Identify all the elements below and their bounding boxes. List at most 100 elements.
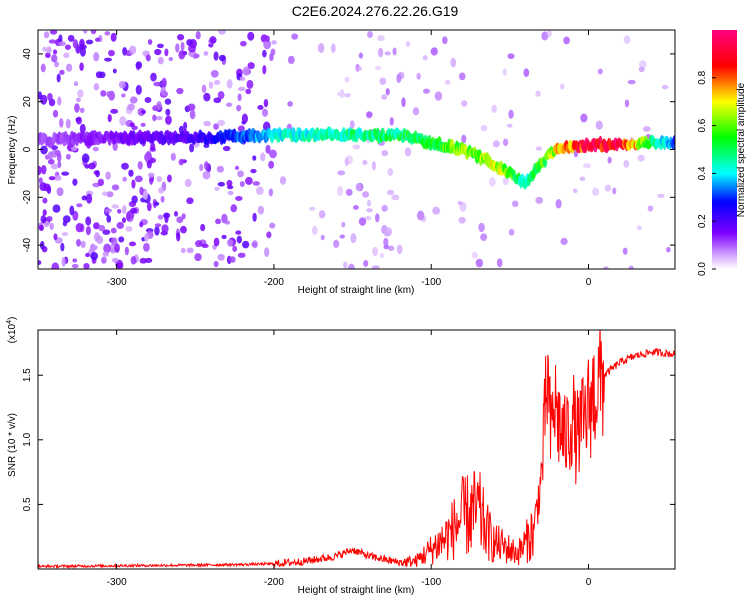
spectrogram-x-label: Height of straight line (km) — [298, 285, 415, 296]
noise-speckle — [193, 53, 200, 59]
noise-speckle — [235, 195, 243, 201]
noise-speckle — [204, 161, 209, 171]
noise-speckle — [186, 39, 193, 47]
noise-speckle — [381, 204, 388, 212]
noise-speckle — [93, 83, 100, 91]
noise-speckle — [416, 210, 425, 221]
noise-speckle — [547, 30, 552, 38]
noise-speckle — [217, 119, 226, 127]
colorbar-tick-label: 0.0 — [697, 262, 708, 276]
noise-speckle — [110, 32, 117, 42]
noise-speckle — [337, 170, 346, 176]
noise-speckle — [130, 256, 137, 265]
noise-speckle — [194, 253, 202, 262]
noise-speckle — [165, 108, 171, 116]
noise-speckle — [555, 198, 562, 209]
snr-scale-prefix: (x10 — [7, 323, 18, 343]
noise-speckle — [188, 44, 196, 53]
noise-speckle — [107, 113, 112, 123]
noise-speckle — [358, 217, 367, 226]
noise-speckle — [186, 247, 194, 254]
noise-speckle — [157, 214, 164, 220]
noise-speckle — [38, 260, 42, 265]
noise-speckle — [125, 225, 133, 232]
noise-speckle — [287, 101, 293, 107]
noise-speckle — [154, 223, 162, 228]
noise-speckle — [175, 43, 180, 53]
noise-speckle — [268, 188, 274, 197]
noise-speckle — [213, 80, 221, 85]
noise-speckle — [56, 187, 64, 197]
noise-speckle — [38, 177, 43, 185]
noise-speckle — [110, 108, 119, 114]
noise-speckle — [161, 224, 169, 233]
noise-speckle — [213, 123, 219, 130]
noise-speckle — [252, 155, 257, 161]
noise-speckle — [434, 91, 443, 101]
noise-speckle — [156, 43, 164, 49]
noise-speckle — [458, 72, 466, 81]
noise-speckle — [52, 49, 58, 55]
noise-speckle — [104, 57, 112, 62]
noise-speckle — [168, 57, 173, 62]
noise-speckle — [58, 34, 63, 44]
noise-speckle — [480, 233, 488, 242]
noise-speckle — [386, 189, 395, 196]
noise-speckle — [239, 76, 246, 81]
noise-speckle — [180, 247, 186, 254]
noise-speckle — [560, 237, 568, 245]
noise-speckle — [404, 147, 412, 157]
noise-speckle — [161, 77, 167, 88]
noise-speckle — [38, 91, 43, 100]
noise-speckle — [160, 195, 165, 203]
noise-speckle — [103, 243, 111, 254]
noise-speckle — [270, 48, 276, 56]
noise-speckle — [308, 206, 316, 211]
chart-title: C2E6.2024.276.22.26.G19 — [291, 3, 459, 19]
noise-speckle — [162, 91, 169, 97]
noise-speckle — [43, 31, 50, 39]
colorbar-tick-label: 0.6 — [697, 118, 708, 132]
noise-speckle — [364, 215, 372, 221]
noise-speckle — [170, 152, 176, 161]
noise-speckle — [226, 239, 234, 247]
noise-speckle — [74, 103, 80, 113]
noise-speckle — [333, 239, 340, 248]
noise-speckle — [604, 184, 612, 192]
noise-speckle — [213, 237, 220, 247]
noise-speckle — [496, 258, 503, 268]
noise-speckle — [40, 145, 48, 155]
noise-speckle — [422, 88, 431, 94]
noise-speckle — [412, 107, 420, 116]
noise-speckle — [245, 88, 252, 95]
noise-speckle — [58, 41, 66, 47]
noise-speckle — [167, 174, 172, 183]
noise-speckle — [263, 39, 272, 50]
noise-speckle — [647, 205, 654, 212]
noise-speckle — [263, 98, 269, 108]
noise-speckle — [48, 176, 56, 181]
y-tick-label: 40 — [22, 48, 33, 60]
noise-speckle — [45, 46, 52, 54]
noise-speckle — [137, 161, 143, 170]
noise-speckle — [63, 52, 70, 59]
y-tick-label: 0.5 — [22, 497, 33, 511]
noise-speckle — [225, 102, 233, 107]
noise-speckle — [49, 222, 54, 230]
noise-speckle — [56, 73, 61, 83]
noise-speckle — [65, 118, 71, 129]
noise-speckle — [226, 185, 234, 190]
noise-speckle — [442, 36, 448, 45]
noise-speckle — [75, 222, 84, 233]
noise-speckle — [607, 156, 612, 164]
noise-speckle — [491, 104, 497, 114]
noise-speckle — [508, 228, 515, 236]
noise-speckle — [121, 217, 127, 224]
noise-speckle — [83, 262, 90, 269]
noise-speckle — [337, 186, 344, 197]
noise-speckle — [124, 246, 129, 256]
noise-speckle — [350, 233, 357, 244]
noise-speckle — [71, 146, 78, 151]
x-tick-label: -100 — [421, 277, 441, 288]
